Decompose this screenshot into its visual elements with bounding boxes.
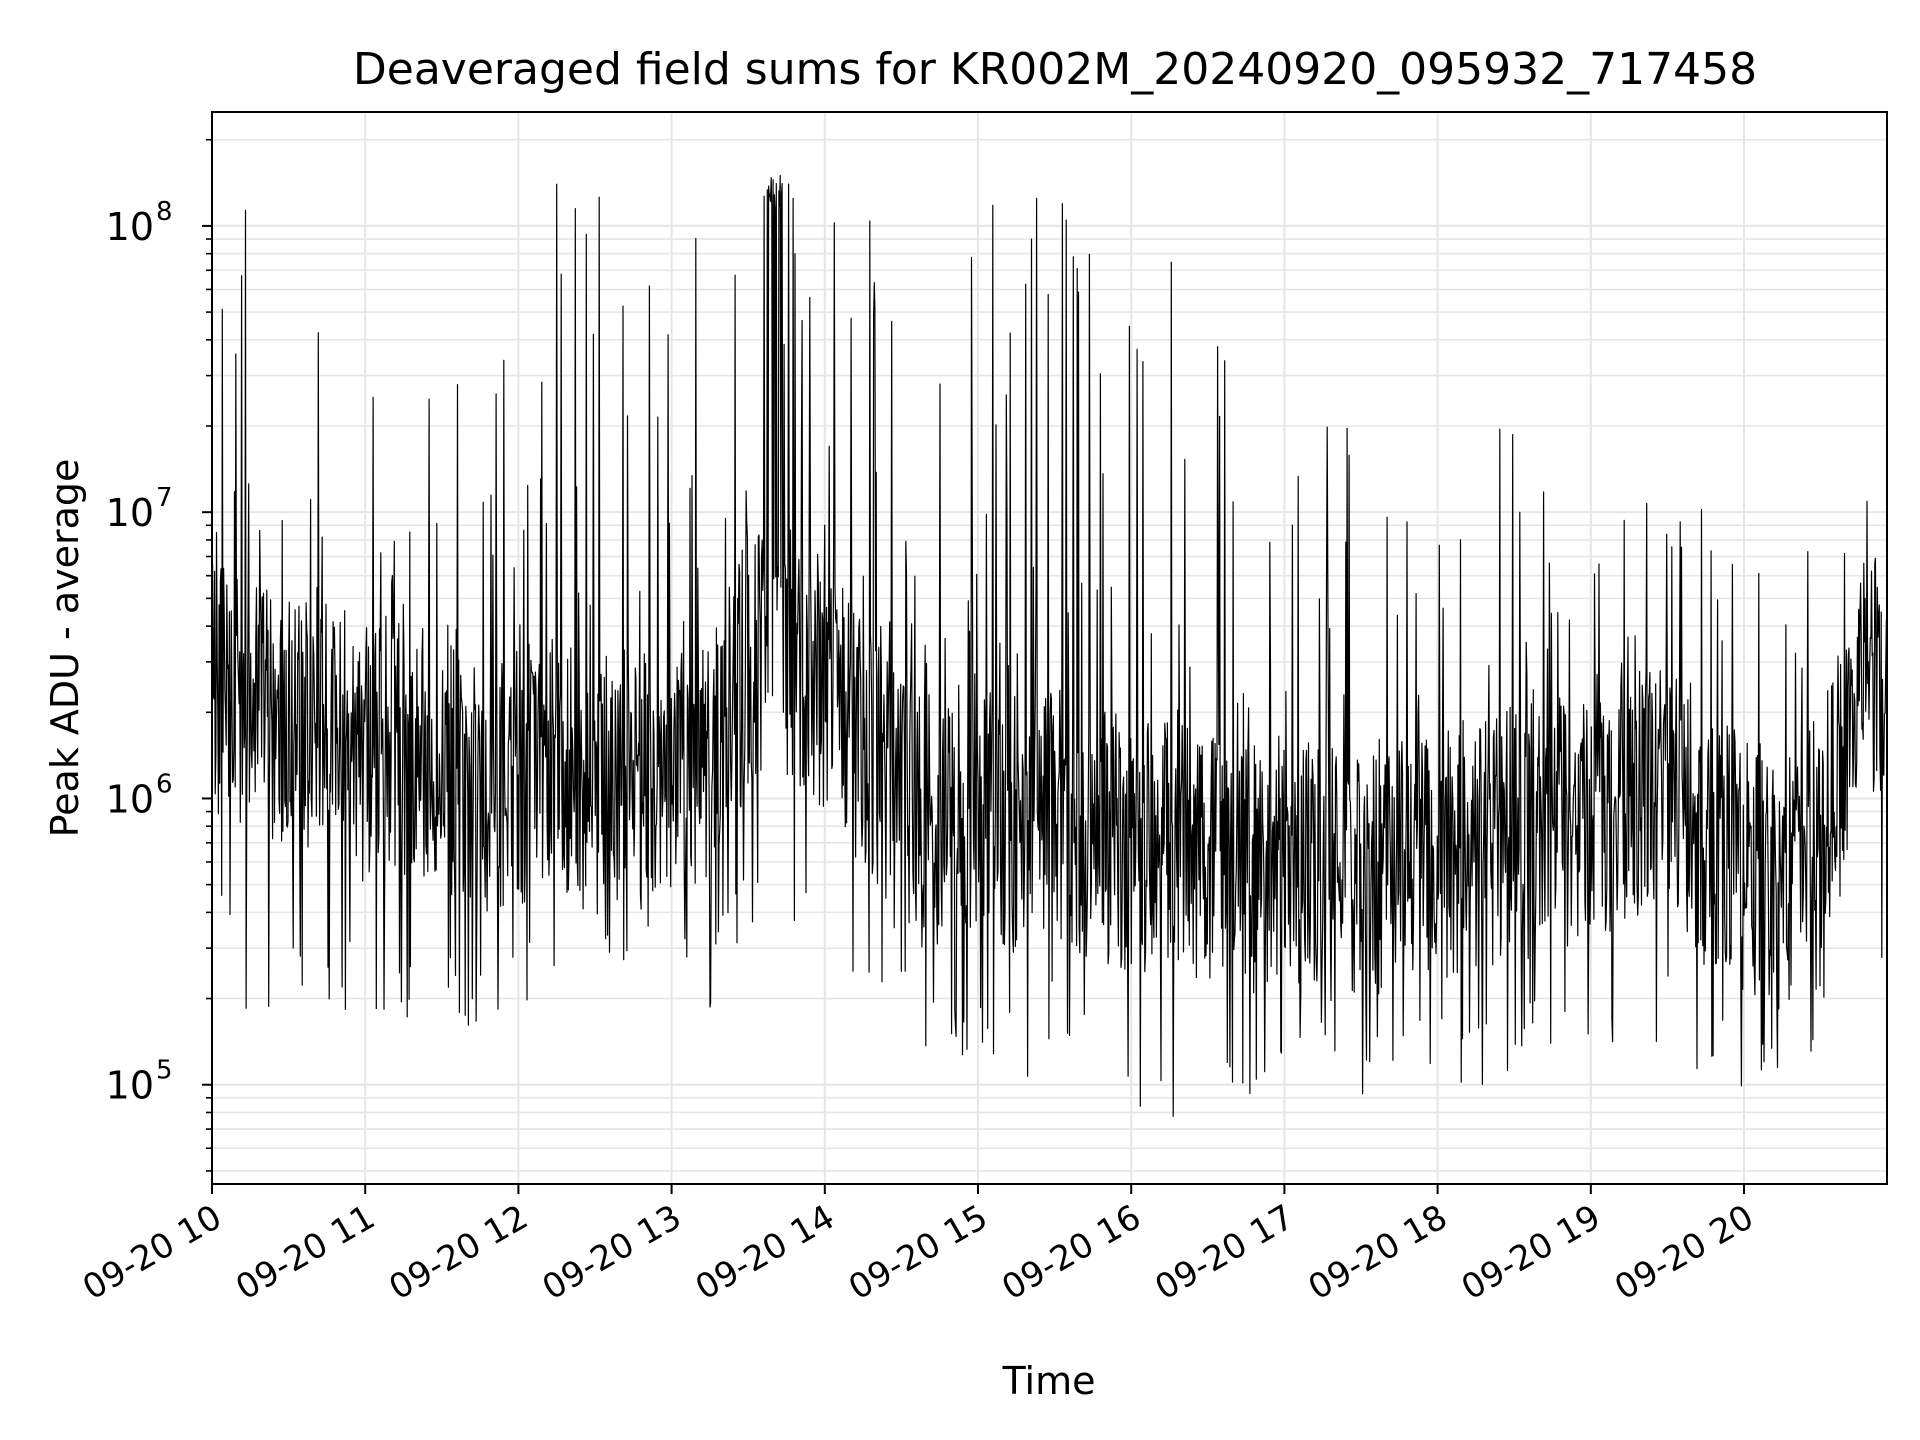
y-tick-label: 10 — [106, 777, 154, 821]
y-tick-exponent: 7 — [156, 483, 173, 513]
y-tick-label: 10 — [106, 491, 154, 535]
y-tick-exponent: 6 — [156, 769, 173, 799]
y-axis-label: Peak ADU - average — [43, 459, 87, 838]
chart-title: Deaveraged field sums for KR002M_2024092… — [353, 44, 1757, 95]
x-axis-label: Time — [1002, 1359, 1096, 1403]
series-trace — [211, 174, 1888, 1117]
y-tick-label: 10 — [106, 1064, 154, 1108]
series-line — [211, 174, 1888, 1117]
y-tick-label: 10 — [106, 205, 154, 249]
y-tick-exponent: 5 — [156, 1056, 173, 1086]
plot-area-frame — [211, 111, 1888, 1185]
y-tick-exponent: 8 — [156, 197, 173, 227]
